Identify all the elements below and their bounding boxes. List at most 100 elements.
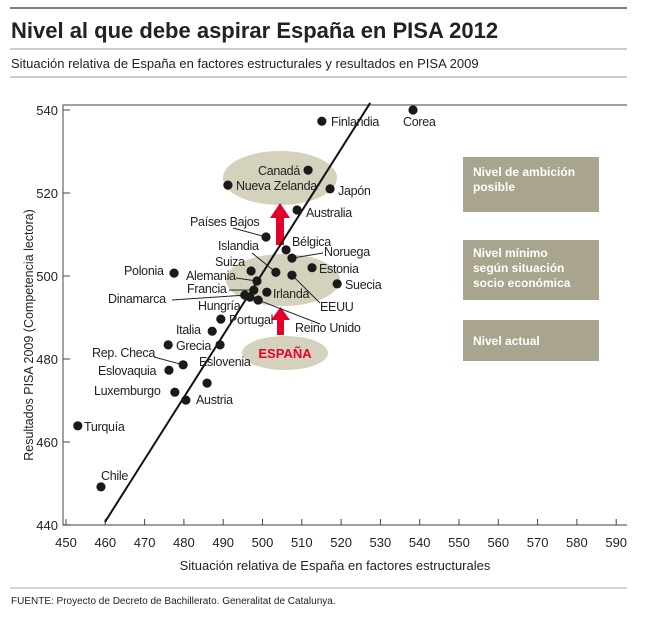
data-point — [271, 267, 281, 277]
point-label: Grecia — [176, 339, 211, 353]
data-point — [325, 184, 335, 194]
point-label: Países Bajos — [190, 215, 259, 229]
legend-label: Nivel de ambición posible — [473, 165, 575, 194]
point-label: Chile — [101, 469, 128, 483]
data-point — [181, 395, 191, 405]
data-point — [245, 292, 255, 302]
point-label: Eslovaquia — [98, 364, 156, 378]
y-tick-label: 480 — [36, 352, 58, 367]
x-tick-label: 590 — [605, 535, 627, 550]
y-tick-label: 500 — [36, 269, 58, 284]
legend-box-current — [463, 320, 599, 361]
x-tick-label: 560 — [487, 535, 509, 550]
data-point — [307, 263, 317, 273]
data-point — [215, 340, 225, 350]
point-label: Eslovenia — [199, 355, 251, 369]
legend-box-minimum — [463, 240, 599, 300]
data-point — [164, 365, 174, 375]
data-point — [281, 245, 291, 255]
data-point — [178, 360, 188, 370]
y-tick-label: 520 — [36, 186, 58, 201]
point-label: Australia — [306, 206, 352, 220]
point-label: Corea — [403, 115, 436, 129]
y-tick-label: 540 — [36, 103, 58, 118]
x-tick-label: 530 — [370, 535, 392, 550]
data-point — [216, 314, 226, 324]
point-label: Noruega — [324, 245, 370, 259]
data-point — [303, 165, 313, 175]
ambition-ellipse — [223, 151, 337, 205]
x-tick-label: 470 — [134, 535, 156, 550]
legend: Nivel de ambición posible Nivel mínimo segú… — [463, 157, 599, 361]
x-tick-label: 490 — [212, 535, 234, 550]
data-point — [170, 387, 180, 397]
chart-title: Nivel al que debe aspirar España en PISA… — [11, 18, 498, 43]
point-label: Francia — [187, 282, 227, 296]
arrows — [270, 203, 290, 335]
data-point — [163, 340, 173, 350]
point-label: Turquía — [84, 420, 125, 434]
leader-line — [251, 252, 277, 273]
x-tick-label: 450 — [55, 535, 77, 550]
trend-line — [104, 102, 372, 523]
up-arrow-icon — [271, 307, 290, 335]
x-tick-label: 550 — [448, 535, 470, 550]
point-label: Dinamarca — [108, 292, 166, 306]
up-arrow-icon — [270, 203, 290, 245]
point-label: Luxemburgo — [94, 384, 161, 398]
point-label: Italia — [176, 323, 201, 337]
data-point — [408, 105, 418, 115]
leader-line — [153, 356, 184, 366]
point-label: Hungría — [198, 299, 241, 313]
leader-line — [291, 252, 324, 259]
data-point — [223, 180, 233, 190]
point-label: Rep. Checa — [92, 346, 155, 360]
legend-label: Nivel mínimo según situación socio económi… — [473, 246, 571, 290]
spain-label: ESPAÑA — [258, 346, 312, 361]
data-point — [73, 421, 83, 431]
plot-frame — [62, 104, 627, 526]
y-axis-label: Resultados PISA 2009 (Competencia lector… — [22, 209, 36, 461]
current-ellipse — [242, 336, 328, 370]
x-tick-label: 580 — [566, 535, 588, 550]
data-point — [252, 276, 262, 286]
data-point — [202, 378, 212, 388]
legend-box-ambition — [463, 157, 599, 212]
point-label: Suecia — [345, 278, 382, 292]
x-tick-label: 460 — [94, 535, 116, 550]
point-label: Austria — [196, 393, 233, 407]
data-point — [96, 482, 106, 492]
x-tick-label: 520 — [330, 535, 352, 550]
x-axis-label: Situación relativa de España en factores… — [180, 558, 491, 573]
point-label: Suiza — [215, 255, 245, 269]
legend-label: Nivel actual — [473, 334, 540, 348]
x-tick-label: 480 — [173, 535, 195, 550]
y-tick-label: 460 — [36, 435, 58, 450]
point-label: Polonia — [124, 264, 164, 278]
data-point — [287, 253, 297, 263]
data-point — [262, 287, 272, 297]
data-point — [169, 268, 179, 278]
data-point — [249, 285, 259, 295]
data-point — [287, 270, 297, 280]
data-point — [207, 326, 217, 336]
data-point — [292, 205, 302, 215]
data-point — [246, 266, 256, 276]
leader-line — [232, 227, 267, 238]
chart-subtitle: Situación relativa de España en factores… — [11, 56, 479, 71]
point-label: Canadá — [258, 164, 300, 178]
point-label: Irlanda — [273, 287, 309, 301]
point-label: Portugal — [229, 313, 273, 327]
data-point — [317, 116, 327, 126]
leader-line — [291, 274, 321, 304]
x-tick-label: 500 — [252, 535, 274, 550]
data-point — [332, 279, 342, 289]
point-label: Alemania — [186, 269, 236, 283]
point-label: EEUU — [320, 300, 354, 314]
point-label: Estonia — [319, 262, 359, 276]
point-label: Nueva Zelanda — [236, 179, 317, 193]
data-point — [261, 232, 271, 242]
point-label: Japón — [338, 184, 371, 198]
leader-line — [171, 294, 245, 301]
